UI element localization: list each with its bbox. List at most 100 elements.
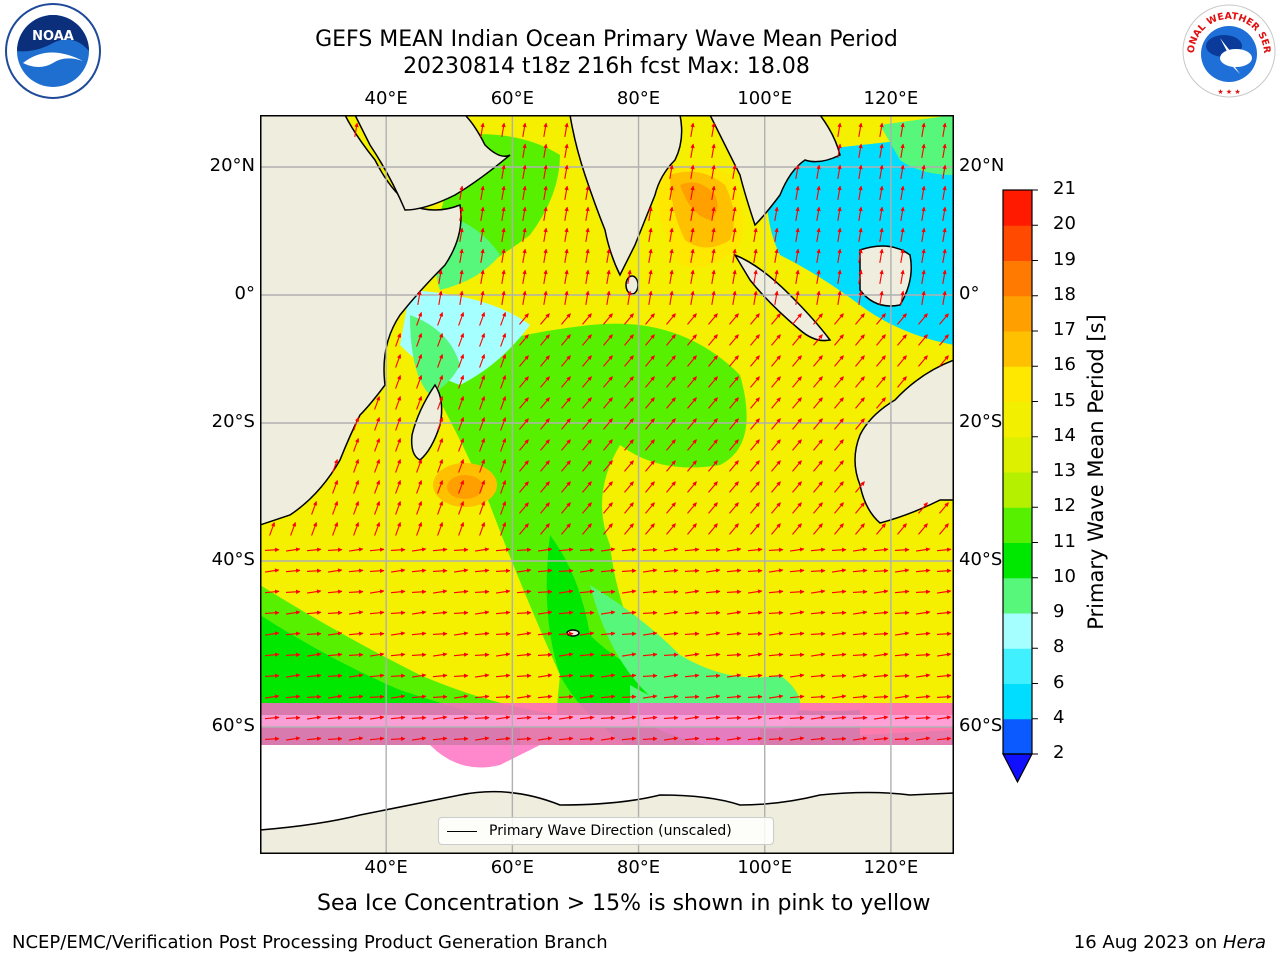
wave-arrow xyxy=(711,185,716,200)
wave-arrow xyxy=(603,460,613,472)
wave-arrow xyxy=(642,610,658,616)
wave-arrow xyxy=(601,736,616,741)
wave-arrow xyxy=(479,332,486,347)
wave-arrow xyxy=(538,610,553,615)
wave-arrow xyxy=(624,334,634,346)
wave-arrow xyxy=(519,460,529,472)
wave-arrow xyxy=(621,694,637,700)
land-kerguelen xyxy=(566,629,580,637)
wave-arrow xyxy=(769,631,784,636)
wave-arrow xyxy=(437,332,444,347)
wave-arrow xyxy=(585,269,590,284)
wave-arrow xyxy=(669,269,674,284)
wave-arrow xyxy=(789,694,805,699)
wave-arrow xyxy=(522,248,527,263)
wave-arrow xyxy=(540,397,550,409)
wave-arrow xyxy=(540,460,550,472)
wave-arrow xyxy=(495,694,511,700)
wave-arrow xyxy=(685,589,700,594)
wave-arrow xyxy=(621,547,637,552)
wave-arrow xyxy=(480,248,485,263)
wave-arrow xyxy=(540,523,550,535)
wave-arrow xyxy=(669,164,674,179)
wave-arrow xyxy=(540,502,550,514)
wave-arrow xyxy=(876,523,886,535)
colorbar-tick-label: 21 xyxy=(1053,178,1076,199)
wave-arrow xyxy=(411,568,427,573)
wave-arrow xyxy=(412,736,427,741)
wave-arrow xyxy=(582,523,592,535)
wave-arrow xyxy=(454,694,469,699)
wave-arrow xyxy=(897,334,907,346)
wave-arrow xyxy=(645,376,655,388)
wave-arrow xyxy=(771,418,781,430)
wave-arrow xyxy=(918,313,928,325)
wave-arrow xyxy=(894,589,910,594)
wave-arrow xyxy=(600,589,616,595)
lat-tick-right: 20°S xyxy=(959,411,1003,432)
land-borneo xyxy=(859,245,912,307)
wave-arrow xyxy=(585,248,590,263)
wave-arrow xyxy=(540,376,550,388)
wave-arrow xyxy=(684,736,700,741)
wave-arrow xyxy=(855,376,865,388)
wave-arrow xyxy=(816,185,821,200)
wave-arrow xyxy=(894,547,910,553)
wave-arrow xyxy=(474,568,490,573)
wave-arrow xyxy=(264,736,280,742)
wave-arrow xyxy=(519,376,529,388)
wave-arrow xyxy=(747,673,763,678)
wave-arrow xyxy=(432,568,448,574)
wave-arrow xyxy=(879,164,884,179)
wave-arrow xyxy=(708,439,718,451)
wave-arrow xyxy=(663,568,679,573)
wave-arrow xyxy=(897,523,907,535)
wave-arrow xyxy=(453,610,469,616)
wave-arrow xyxy=(915,589,931,595)
wave-arrow xyxy=(711,164,716,179)
wave-arrow xyxy=(432,547,448,552)
wave-arrow xyxy=(879,185,884,200)
wave-arrow xyxy=(601,547,616,552)
wave-arrow xyxy=(540,481,550,493)
wave-arrow xyxy=(837,143,842,158)
wave-arrow xyxy=(622,652,637,657)
legend-label: Primary Wave Direction (unscaled) xyxy=(489,823,732,839)
wave-arrow xyxy=(561,355,571,367)
wave-arrow xyxy=(459,269,464,284)
wave-arrow xyxy=(522,290,527,305)
wave-arrow xyxy=(684,673,700,678)
land-arabia xyxy=(354,115,511,211)
wave-arrow xyxy=(438,290,443,305)
wave-arrow xyxy=(645,502,655,514)
lat-tick-right: 40°S xyxy=(959,549,1003,570)
wave-arrow xyxy=(747,568,763,574)
wave-arrow xyxy=(285,631,301,636)
wave-arrow xyxy=(437,521,444,536)
wave-arrow xyxy=(942,206,947,221)
wave-arrow xyxy=(837,164,842,179)
wave-arrow xyxy=(264,547,280,553)
wave-arrow xyxy=(895,568,910,573)
wave-arrow xyxy=(795,290,800,305)
wave-arrow xyxy=(537,694,553,699)
noaa-logo-text: NOAA xyxy=(32,29,74,44)
wave-arrow xyxy=(603,334,613,346)
wave-arrow xyxy=(690,269,695,284)
wave-arrow xyxy=(290,521,297,536)
wave-arrow xyxy=(501,269,506,284)
wave-arrow xyxy=(391,694,406,699)
wave-arrow xyxy=(479,395,486,410)
wave-arrow xyxy=(874,715,889,720)
wave-arrow xyxy=(622,589,637,594)
wave-arrow xyxy=(753,248,758,263)
wave-arrow xyxy=(391,631,406,636)
wave-arrow xyxy=(921,143,926,158)
wave-arrow xyxy=(332,458,339,473)
wave-arrow xyxy=(459,227,464,242)
wave-arrow xyxy=(837,185,842,200)
lon-tick-top: 80°E xyxy=(616,88,661,109)
wave-arrow xyxy=(942,143,947,158)
wave-arrow xyxy=(624,376,634,388)
wave-arrow xyxy=(459,185,464,200)
